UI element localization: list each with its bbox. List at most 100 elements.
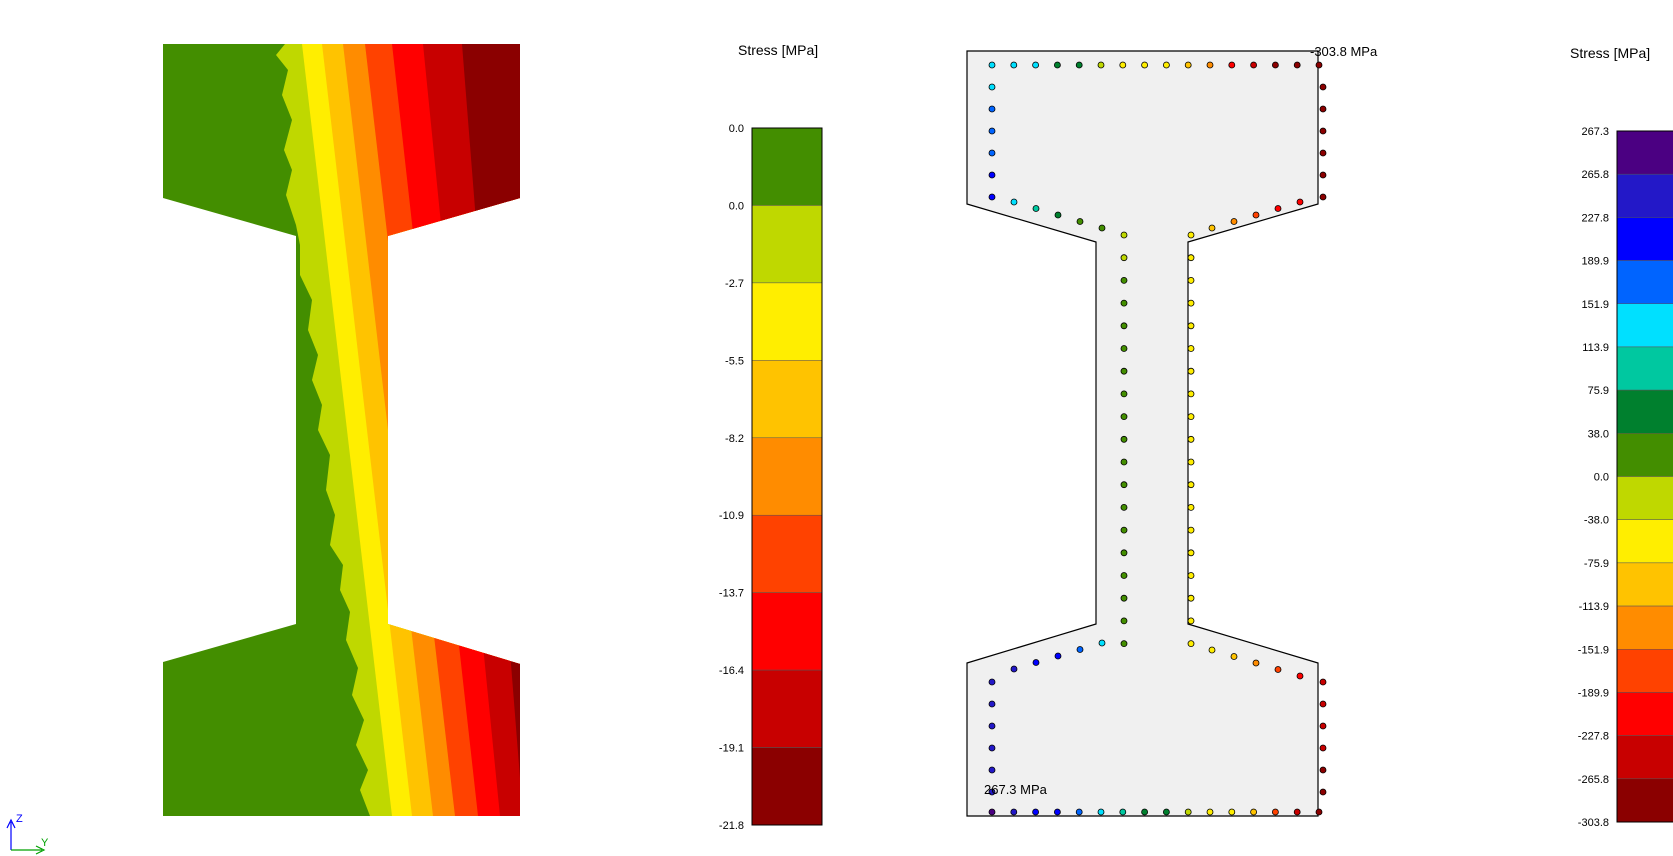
rebar-dot [1293, 61, 1301, 69]
rebar-dot [1319, 171, 1327, 179]
rebar-dot [1076, 646, 1084, 653]
steel-legend-tick-label: 189.9 [1581, 256, 1609, 268]
rebar-dot [1319, 744, 1327, 752]
steel-legend-tick-label: -38.0 [1584, 515, 1609, 527]
rebar-dot [1187, 594, 1195, 602]
rebar-dot [1032, 808, 1039, 816]
rebar-dot [1187, 322, 1195, 330]
rebar-dot [1319, 127, 1327, 135]
rebar-dot [1097, 808, 1105, 816]
y-axis-label: Y [41, 837, 49, 849]
rebar-dot [1120, 481, 1128, 489]
steel-legend-band [1616, 260, 1673, 304]
steel-legend-band [1616, 433, 1673, 477]
rebar-dot [1296, 198, 1304, 206]
rebar-dot [1120, 322, 1128, 330]
rebar-dot [1163, 61, 1170, 69]
concrete-legend-tick-label: 0.0 [729, 200, 744, 212]
steel-legend-band [1616, 173, 1673, 218]
steel-legend-tick-label: -303.8 [1578, 817, 1609, 829]
rebar-dot [1319, 105, 1327, 113]
rebar-dot [1187, 413, 1195, 421]
rebar-dot [1120, 526, 1128, 534]
rebar-dot [1120, 503, 1128, 511]
steel-legend-tick-label: 227.8 [1581, 212, 1609, 224]
steel-legend-tick-label: 113.9 [1582, 342, 1609, 354]
cross-section-outline [966, 50, 1319, 817]
steel-legend-tick-label: -227.8 [1578, 731, 1609, 743]
steel-legend-tick-label: 38.0 [1588, 428, 1609, 440]
steel-legend-band [1616, 649, 1673, 693]
rebar-dot [1187, 231, 1195, 239]
rebar-dot [1054, 61, 1061, 69]
rebar-dot [1319, 788, 1327, 796]
rebar-dot [1187, 617, 1195, 625]
z-axis-label: Z [16, 813, 23, 825]
rebar-dot [1272, 61, 1279, 69]
concrete-legend: 0.0 0.0 -2.7 -5.5 -8.2 -10.9 -13.7 -16.4 -19.1 -2… [719, 123, 823, 832]
steel-legend-band [1616, 476, 1673, 520]
concrete-legend-tick-label: -13.7 [719, 588, 744, 600]
rebar-dot [988, 149, 996, 157]
rebar-dot [1187, 640, 1195, 647]
rebar-dot [1054, 211, 1062, 219]
rebar-dot [1187, 481, 1195, 489]
rebar-dot [1319, 700, 1327, 708]
concrete-legend-band [751, 360, 823, 439]
z-axis-arrow-icon [6, 818, 16, 829]
steel-legend-tick-label: 151.9 [1581, 299, 1609, 311]
concrete-legend-tick-label: -2.7 [725, 278, 744, 290]
rebar-dot [1163, 808, 1170, 816]
rebar-dot [988, 127, 996, 135]
steel-legend-tick-label: -113.9 [1579, 601, 1609, 613]
rebar-dot [988, 61, 996, 69]
rebar-dot [1187, 276, 1195, 284]
steel-legend-tick-label: 267.3 [1581, 126, 1609, 138]
concrete-legend-band [751, 592, 823, 671]
rebar-dot [1228, 61, 1236, 69]
rebar-dot [1120, 254, 1128, 262]
steel-legend-title: Stress [MPa] [1570, 45, 1650, 61]
concrete-legend-tick-label: -19.1 [719, 743, 744, 755]
rebar-dot [1319, 193, 1327, 201]
rebar-dot [1187, 367, 1195, 375]
concrete-legend-tick-label: -10.9 [719, 510, 744, 522]
rebar-dot [1252, 659, 1260, 667]
rebar-dot [1120, 549, 1128, 557]
rebar-dot [1120, 435, 1128, 443]
rebar-dot [1187, 572, 1195, 579]
rebar-dot [1187, 549, 1195, 557]
rebar-dot [988, 700, 996, 708]
rebar-dot [1120, 299, 1128, 307]
rebar-dot [1119, 808, 1127, 816]
steel-legend-band [1616, 605, 1673, 650]
rebar-dot [1075, 61, 1083, 69]
concrete-legend-tick-label: -5.5 [725, 355, 744, 367]
steel-legend-band [1616, 735, 1673, 780]
rebar-dot [1319, 678, 1327, 686]
rebar-dot [1054, 808, 1061, 816]
rebar-dot [1141, 61, 1148, 69]
rebar-dot [1120, 276, 1128, 284]
rebar-dot [1230, 218, 1238, 225]
rebar-dot [1319, 83, 1327, 91]
min-stress-label: 267.3 MPa [984, 782, 1048, 797]
rebar-dot [988, 808, 996, 816]
concrete-legend-tick-label: 0.0 [729, 123, 744, 135]
rebar-dot [988, 744, 996, 752]
rebar-dot [1075, 808, 1083, 816]
rebar-dot [988, 678, 996, 686]
concrete-legend-tick-label: -8.2 [725, 433, 744, 445]
rebar-dot [1120, 367, 1128, 375]
rebar-dot [1319, 722, 1327, 730]
rebar-dot [1319, 766, 1327, 774]
rebar-dot [1206, 808, 1214, 816]
max-stress-label: -303.8 MPa [1310, 44, 1378, 59]
steel-legend-band [1616, 562, 1673, 607]
concrete-legend-band [751, 282, 823, 361]
steel-legend-band [1616, 778, 1673, 823]
rebar-dot [1141, 808, 1148, 816]
rebar-dot [1274, 666, 1282, 673]
concrete-legend-tick-label: -21.8 [719, 820, 744, 832]
concrete-legend-band [751, 205, 823, 284]
